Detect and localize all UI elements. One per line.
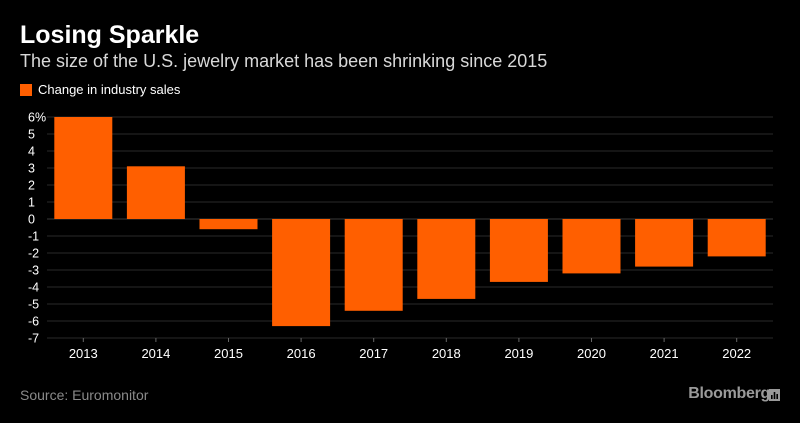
bar-2019 bbox=[489, 219, 548, 282]
bar-2021 bbox=[635, 219, 694, 267]
x-tick-label: 2019 bbox=[504, 346, 533, 361]
legend-label: Change in industry sales bbox=[38, 82, 181, 97]
legend-swatch bbox=[20, 83, 32, 96]
y-tick-label: 5 bbox=[28, 128, 35, 142]
y-tick-label: 0 bbox=[28, 213, 35, 227]
legend: Change in industry sales bbox=[20, 82, 180, 97]
y-tick-label: -2 bbox=[28, 247, 39, 261]
bar-2013 bbox=[54, 117, 113, 219]
y-tick-label: 6% bbox=[28, 111, 46, 125]
y-tick-label: -1 bbox=[28, 230, 39, 244]
y-tick-label: 1 bbox=[28, 196, 35, 210]
brand-logo: Bloomberg bbox=[688, 385, 770, 402]
x-tick-label: 2015 bbox=[214, 346, 243, 361]
bar-2022 bbox=[707, 219, 766, 257]
y-tick-label: 3 bbox=[28, 162, 35, 176]
bar-2015 bbox=[199, 219, 258, 230]
bar-2018 bbox=[417, 219, 476, 299]
x-tick-label: 2017 bbox=[359, 346, 388, 361]
x-tick-label: 2022 bbox=[722, 346, 751, 361]
x-tick-label: 2013 bbox=[69, 346, 98, 361]
x-tick-label: 2014 bbox=[141, 346, 170, 361]
x-tick-label: 2021 bbox=[650, 346, 679, 361]
y-tick-label: 4 bbox=[28, 145, 35, 159]
x-tick-label: 2018 bbox=[432, 346, 461, 361]
y-tick-label: -6 bbox=[28, 315, 39, 329]
y-tick-label: -7 bbox=[28, 332, 39, 346]
y-tick-label: -3 bbox=[28, 264, 39, 278]
chart-subtitle: The size of the U.S. jewelry market has … bbox=[20, 51, 548, 71]
y-tick-label: -4 bbox=[28, 281, 39, 295]
bar-2016 bbox=[272, 219, 331, 327]
y-tick-label: -5 bbox=[28, 298, 39, 312]
bloomberg-icon bbox=[769, 389, 780, 401]
chart-title: Losing Sparkle bbox=[20, 21, 200, 49]
bar-2014 bbox=[126, 166, 185, 219]
x-tick-label: 2020 bbox=[577, 346, 606, 361]
source-note: Source: Euromonitor bbox=[20, 387, 149, 403]
bar-2017 bbox=[344, 219, 403, 311]
y-tick-label: 2 bbox=[28, 179, 35, 193]
x-tick-label: 2016 bbox=[287, 346, 316, 361]
bar-2020 bbox=[562, 219, 621, 274]
